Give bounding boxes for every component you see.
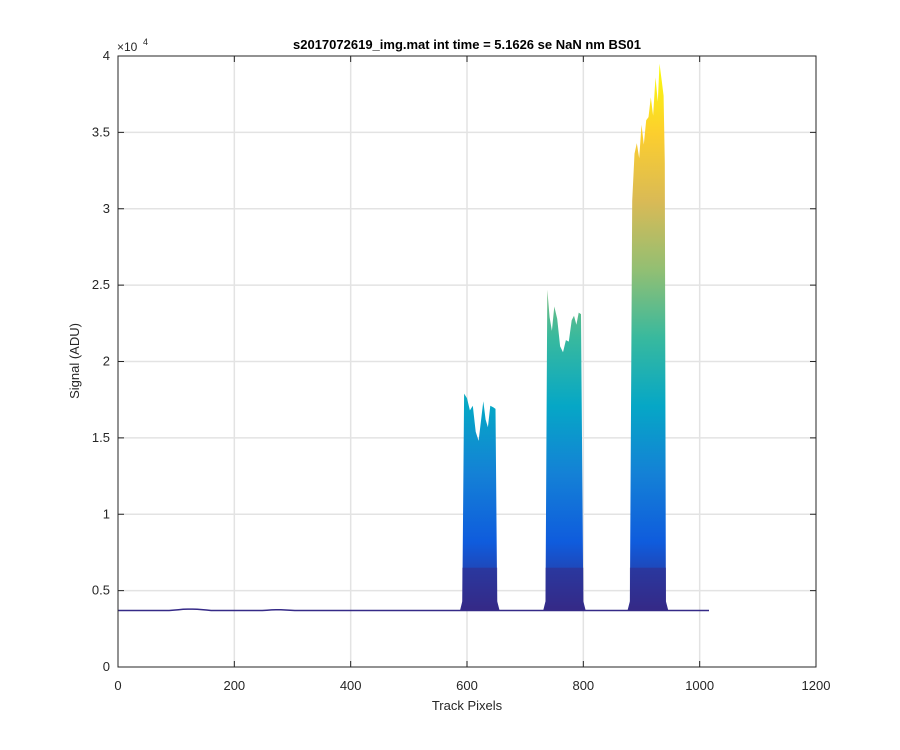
signal-peak-2 — [543, 289, 586, 611]
y-axis-label: Signal (ADU) — [67, 323, 82, 399]
signal-peak-3 — [627, 63, 669, 611]
y-exponent-base: ×10 — [117, 40, 138, 54]
y-tick-label: 1 — [103, 506, 110, 521]
x-tick-label: 0 — [114, 678, 121, 693]
y-tick-label: 1.5 — [92, 430, 110, 445]
signal-peak-base-1 — [462, 567, 498, 611]
baseline-trace — [118, 608, 709, 612]
y-exponent-power: 4 — [143, 37, 148, 47]
signal-peak-base-2 — [545, 567, 584, 611]
y-tick-label: 2.5 — [92, 277, 110, 292]
grid-lines — [118, 56, 816, 667]
y-tick-label: 2 — [103, 354, 110, 369]
y-tick-label: 4 — [103, 48, 110, 63]
y-tick-labels: 0 0.5 1 1.5 2 2.5 3 3.5 4 — [92, 48, 110, 674]
y-tick-label: 3.5 — [92, 124, 110, 139]
signal-peak-base-3 — [629, 567, 666, 611]
y-exponent: ×10 4 — [117, 37, 148, 54]
x-tick-label: 1200 — [802, 678, 831, 693]
y-tick-label: 0.5 — [92, 583, 110, 598]
x-tick-label: 400 — [340, 678, 362, 693]
y-tick-label: 0 — [103, 659, 110, 674]
data-area — [118, 63, 709, 612]
y-tick-label: 3 — [103, 201, 110, 216]
x-tick-label: 1000 — [685, 678, 714, 693]
x-axis-label: Track Pixels — [432, 698, 503, 713]
x-tick-label: 800 — [572, 678, 594, 693]
signal-peak-1 — [460, 393, 500, 611]
axes-box — [117, 55, 817, 668]
chart-title: s2017072619_img.mat int time = 5.1626 se… — [293, 37, 641, 52]
x-tick-label: 600 — [456, 678, 478, 693]
x-tick-labels: 0 200 400 600 800 1000 1200 — [114, 678, 830, 693]
x-tick-label: 200 — [223, 678, 245, 693]
